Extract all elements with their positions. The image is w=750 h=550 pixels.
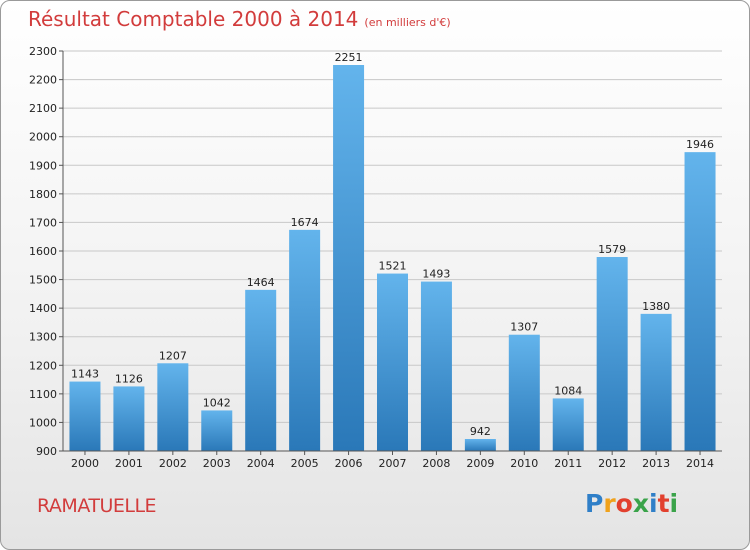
value-label-2012: 1579: [598, 243, 626, 256]
bar-2010: [508, 334, 540, 451]
y-tick-label: 1900: [29, 159, 57, 172]
value-label-2006: 2251: [335, 51, 363, 64]
value-label-2010: 1307: [510, 321, 538, 334]
bar-2002: [157, 363, 189, 451]
value-label-2000: 1143: [71, 368, 99, 381]
logo-letter: t: [657, 489, 670, 518]
bar-2000: [69, 381, 101, 451]
y-tick-label: 1100: [29, 388, 57, 401]
x-tick-label-2014: 2014: [686, 457, 714, 470]
bar-2003: [201, 410, 233, 451]
y-tick-label: 1400: [29, 302, 57, 315]
y-tick-label: 2100: [29, 102, 57, 115]
y-tick-label: 2000: [29, 131, 57, 144]
y-tick-label: 900: [36, 445, 57, 458]
proxiti-logo: Proxiti: [585, 489, 678, 518]
logo-letter: o: [615, 489, 633, 518]
logo-letter: P: [585, 489, 604, 518]
x-tick-label-2000: 2000: [71, 457, 99, 470]
y-tick-label: 1800: [29, 188, 57, 201]
x-tick-label-2006: 2006: [335, 457, 363, 470]
bar-2001: [113, 386, 145, 451]
logo-letter: r: [603, 489, 616, 518]
x-tick-label-2013: 2013: [642, 457, 670, 470]
value-labels: 1143 1126 1207 1042 1464 1674 2251 1521 1493 942 1…: [71, 51, 714, 438]
y-tick-label: 1500: [29, 274, 57, 287]
bars: [69, 65, 716, 451]
bar-2004: [245, 289, 277, 451]
y-tick-label: 2300: [29, 45, 57, 58]
bar-2009: [464, 439, 496, 451]
y-tick-label: 2200: [29, 74, 57, 87]
x-tick-label-2005: 2005: [291, 457, 319, 470]
y-tick-label: 1700: [29, 216, 57, 229]
value-label-2007: 1521: [379, 260, 407, 273]
logo-letter: i: [649, 489, 658, 518]
x-tick-label-2010: 2010: [510, 457, 538, 470]
x-tick-label-2012: 2012: [598, 457, 626, 470]
axes: 900 1000 1100 1200 1300 1400 1500 1600 1700 1800 1…: [29, 45, 722, 470]
bar-2013: [640, 313, 672, 451]
value-label-2003: 1042: [203, 396, 231, 409]
x-tick-label-2002: 2002: [159, 457, 187, 470]
value-label-2005: 1674: [291, 216, 319, 229]
value-label-2009: 942: [470, 425, 491, 438]
y-tick-label: 1200: [29, 359, 57, 372]
bar-2014: [684, 152, 716, 451]
y-tick-label: 1000: [29, 416, 57, 429]
chart-title: Résultat Comptable 2000 à 2014 (en millie…: [28, 7, 451, 31]
x-tick-label-2004: 2004: [247, 457, 275, 470]
x-tick-label-2003: 2003: [203, 457, 231, 470]
x-tick-label-2001: 2001: [115, 457, 143, 470]
y-tick-label: 1300: [29, 331, 57, 344]
value-label-2008: 1493: [422, 268, 450, 281]
value-label-2002: 1207: [159, 349, 187, 362]
x-tick-label-2011: 2011: [554, 457, 582, 470]
bar-2011: [552, 398, 584, 451]
x-tick-label-2009: 2009: [466, 457, 494, 470]
city-name: RAMATUELLE: [37, 495, 157, 517]
value-label-2001: 1126: [115, 372, 143, 385]
bar-2008: [420, 281, 452, 451]
x-tick-label-2008: 2008: [422, 457, 450, 470]
y-tick-label: 1600: [29, 245, 57, 258]
x-tick-label-2007: 2007: [379, 457, 407, 470]
logo-letter: i: [669, 489, 679, 518]
value-label-2011: 1084: [554, 384, 582, 397]
chart-title-text: Résultat Comptable 2000 à 2014: [28, 7, 359, 31]
bar-2006: [333, 65, 365, 451]
bar-2005: [289, 229, 321, 451]
logo-letter: x: [632, 489, 649, 518]
bar-2007: [377, 273, 408, 451]
value-label-2014: 1946: [686, 138, 714, 151]
bar-2012: [596, 257, 628, 451]
value-label-2013: 1380: [642, 300, 670, 313]
chart-subtitle: (en milliers d'€): [364, 16, 451, 29]
value-label-2004: 1464: [247, 276, 275, 289]
